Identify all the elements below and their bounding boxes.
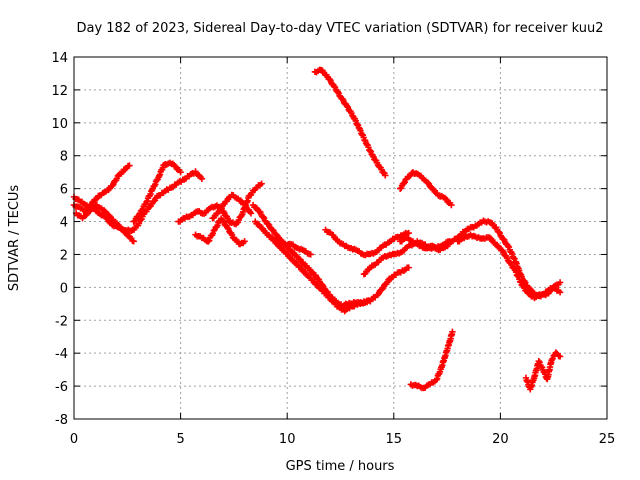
data-point-marker	[556, 279, 564, 286]
x-tick-label: 0	[70, 432, 78, 447]
y-tick-label: 14	[51, 51, 68, 66]
data-point-marker	[428, 185, 436, 192]
y-tick-label: 8	[60, 150, 68, 165]
y-tick-label: 2	[60, 248, 68, 263]
data-point-marker	[495, 228, 503, 236]
data-point-marker	[109, 182, 116, 190]
series-prn-n	[396, 169, 455, 209]
data-point-marker	[241, 238, 248, 245]
series-prn-j	[269, 234, 314, 258]
y-tick-label: 12	[51, 84, 68, 99]
data-point-marker	[500, 235, 507, 243]
data-point-marker	[134, 213, 142, 220]
data-point-marker	[556, 353, 564, 360]
data-point-marker	[138, 207, 146, 214]
data-point-marker	[556, 289, 564, 296]
series-prn-a	[70, 162, 133, 216]
y-tick-label: -2	[55, 314, 68, 329]
data-point-marker	[504, 242, 512, 250]
chart-title: Day 182 of 2023, Sidereal Day-to-day VTE…	[76, 21, 603, 36]
series-prn-f	[192, 215, 248, 248]
x-tick-label: 20	[492, 432, 509, 447]
data-points	[70, 66, 564, 393]
x-tick-label: 15	[386, 432, 403, 447]
data-point-marker	[405, 173, 413, 180]
x-tick-label: 25	[599, 432, 616, 447]
series-prn-l	[322, 226, 412, 259]
data-point-marker	[237, 197, 244, 204]
y-tick-label: 4	[60, 216, 68, 231]
series-prn-g	[209, 191, 255, 222]
data-point-marker	[486, 234, 493, 241]
series-prn-p	[414, 238, 453, 252]
series-prn-q	[454, 231, 564, 302]
data-point-marker	[280, 246, 287, 254]
data-point-marker	[210, 227, 217, 234]
data-point-marker	[535, 357, 542, 365]
data-point-marker	[198, 175, 206, 182]
series-prn-k	[311, 66, 389, 179]
data-point-marker	[264, 220, 272, 228]
data-point-marker	[382, 172, 389, 179]
series-prn-r	[407, 328, 456, 392]
data-point-marker	[247, 210, 255, 217]
data-point-marker	[284, 250, 291, 258]
data-point-marker	[205, 238, 212, 245]
data-point-marker	[400, 180, 408, 187]
data-point-marker	[130, 238, 137, 245]
y-tick-label: -4	[55, 347, 68, 362]
series-prn-s	[522, 349, 564, 393]
grid-lines	[74, 57, 607, 419]
plot-frame	[73, 56, 608, 420]
series-prn-i	[252, 218, 412, 315]
axis-ticks	[73, 56, 608, 420]
series-prn-m	[360, 239, 419, 278]
y-tick-label: 6	[60, 183, 68, 198]
series-prn-c	[72, 201, 137, 245]
x-axis-label: GPS time / hours	[286, 459, 395, 474]
data-point-marker	[217, 205, 225, 213]
data-point-marker	[101, 207, 108, 214]
series-prn-d	[130, 159, 184, 225]
data-point-marker	[307, 251, 314, 258]
y-tick-label: 0	[60, 281, 68, 296]
y-tick-label: -6	[55, 380, 68, 395]
data-point-marker	[126, 162, 133, 169]
x-tick-label: 10	[279, 432, 296, 447]
data-point-marker	[374, 291, 382, 298]
data-point-marker	[446, 238, 453, 245]
y-tick-label: -8	[55, 413, 68, 428]
data-point-marker	[405, 264, 412, 271]
data-point-marker	[177, 168, 184, 176]
data-point-marker	[224, 224, 231, 231]
data-point-marker	[259, 213, 267, 221]
data-point-marker	[269, 226, 276, 233]
data-point-marker	[81, 212, 89, 220]
data-point-marker	[326, 75, 333, 83]
x-tick-label: 5	[176, 432, 184, 447]
data-point-marker	[343, 102, 351, 110]
y-axis-label: SDTVAR / TECUs	[7, 185, 22, 292]
data-point-marker	[104, 211, 112, 218]
tick-labels: 0 5 10 15 20 25 -8 -6 -4 -2 0 2 4 6 8 10 12 14	[51, 51, 615, 447]
data-point-marker	[241, 201, 248, 208]
data-point-marker	[330, 83, 338, 90]
data-point-marker	[448, 201, 455, 209]
data-point-marker	[258, 180, 265, 187]
data-point-marker	[449, 328, 456, 335]
y-tick-label: 10	[51, 117, 68, 132]
